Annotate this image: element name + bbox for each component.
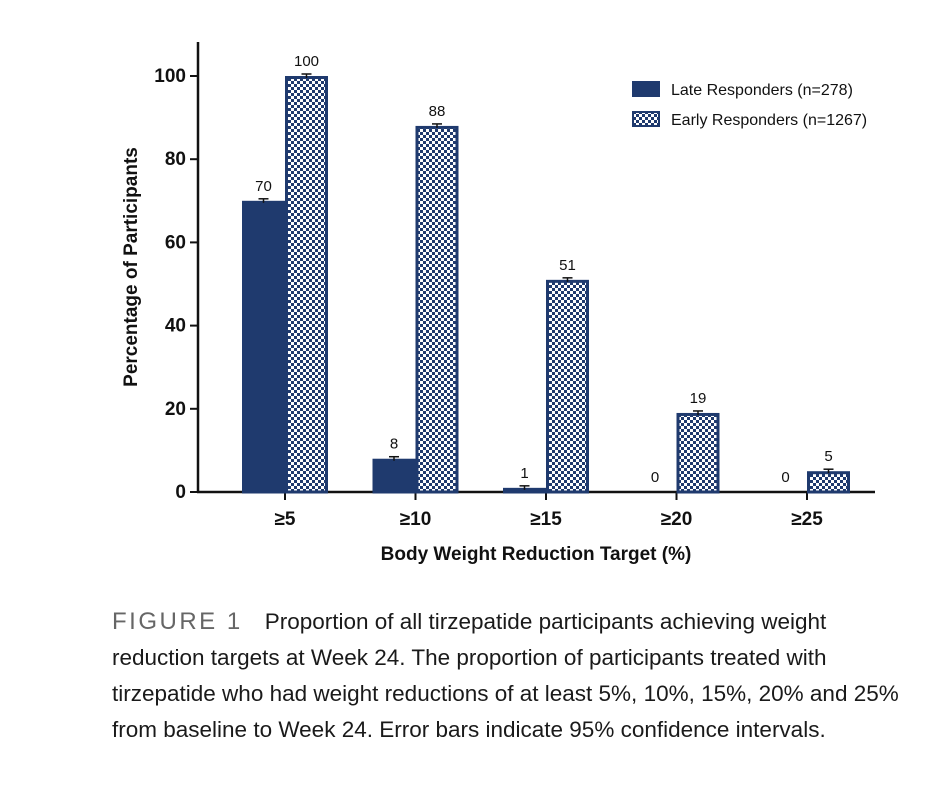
- figure-caption: FIGURE 1 Proportion of all tirzepatide pa…: [112, 604, 902, 748]
- data-label: 88: [429, 103, 446, 120]
- x-tick-label: ≥20: [661, 509, 693, 530]
- data-label: 5: [824, 448, 832, 465]
- data-label: 51: [559, 257, 576, 274]
- figure-label: FIGURE 1: [112, 608, 243, 635]
- x-tick-label: ≥5: [275, 509, 296, 530]
- data-label: 19: [690, 390, 707, 407]
- data-label: 100: [294, 53, 319, 70]
- y-tick-label: 60: [165, 232, 186, 253]
- y-tick-label: 100: [154, 66, 186, 87]
- bar-late-responders: [242, 200, 285, 494]
- data-label: 8: [390, 436, 398, 453]
- legend-label: Early Responders (n=1267): [671, 112, 867, 129]
- bar-early-responders: [676, 412, 720, 494]
- bar-early-responders: [546, 279, 589, 494]
- caption-text: Proportion of all tirzepatide participan…: [112, 609, 899, 742]
- y-tick-label: 0: [175, 482, 186, 503]
- bar-late-responders: [372, 458, 416, 494]
- legend-swatch: [632, 111, 660, 127]
- x-axis-title: Body Weight Reduction Target (%): [381, 544, 692, 565]
- y-axis-title: Percentage of Participants: [121, 147, 142, 387]
- data-label: 1: [520, 465, 528, 482]
- legend: Late Responders (n=278) Early Responders …: [632, 81, 867, 129]
- bar-early-responders: [415, 125, 459, 494]
- legend-swatch: [632, 81, 660, 97]
- y-tick-label: 20: [165, 399, 186, 420]
- data-label: 0: [651, 469, 659, 486]
- legend-label: Late Responders (n=278): [671, 82, 853, 99]
- y-tick-label: 40: [165, 316, 186, 337]
- y-tick-label: 80: [165, 149, 186, 170]
- x-tick-label: ≥15: [530, 509, 562, 530]
- x-tick-label: ≥25: [791, 509, 823, 530]
- bars: [242, 73, 850, 494]
- x-tick-label: ≥10: [400, 509, 432, 530]
- data-label: 0: [781, 469, 789, 486]
- bar-early-responders: [285, 76, 328, 494]
- data-label: 70: [255, 178, 272, 195]
- bar-early-responders: [807, 471, 850, 494]
